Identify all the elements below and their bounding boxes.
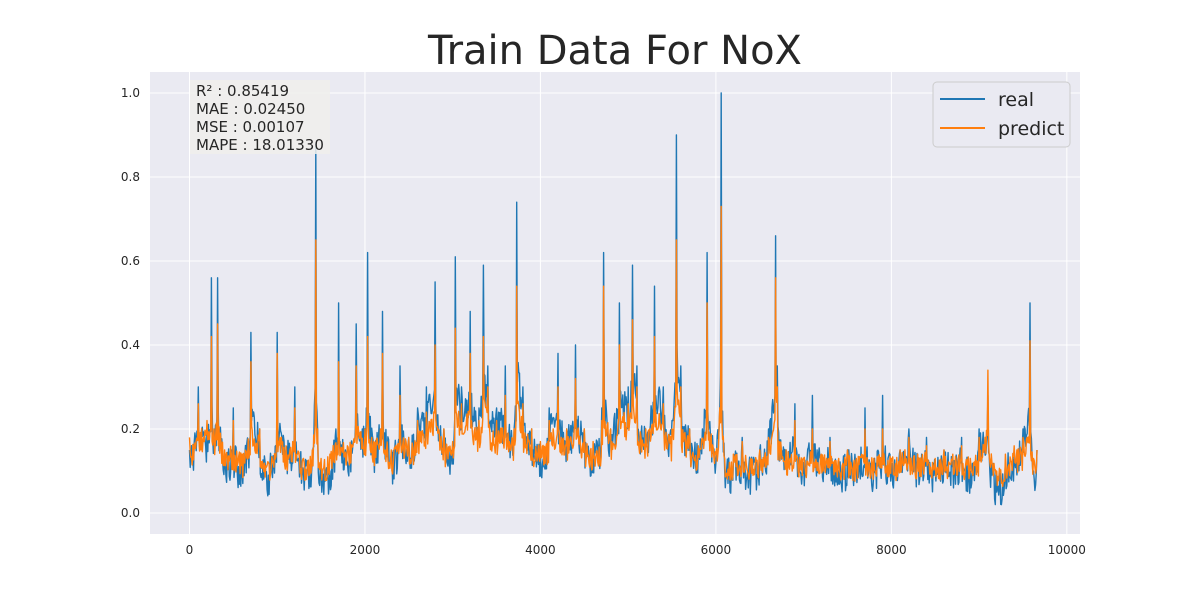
metric-mape: MAPE : 18.01330: [196, 136, 324, 154]
series-line-predict: [188, 205, 1038, 487]
x-tick-label: 0: [186, 543, 194, 557]
metrics-background: [190, 80, 330, 154]
axis-ticks: 0 2000 4000 6000 8000 10000 0.0 0.2 0.4 0.6 0.8 1.0: [121, 86, 1086, 557]
series-layer: [188, 92, 1038, 506]
chart-title: Train Data For NoX: [427, 28, 802, 74]
y-tick-label: 1.0: [121, 86, 140, 100]
legend: real predict: [932, 81, 1071, 148]
metrics-box: R² : 0.85419 MAE : 0.02450 MSE : 0.00107…: [190, 80, 330, 154]
metric-r2: R² : 0.85419: [196, 82, 289, 100]
metric-mae: MAE : 0.02450: [196, 100, 305, 118]
legend-label-predict: predict: [998, 118, 1064, 140]
y-tick-label: 0.0: [121, 506, 140, 520]
y-tick-label: 0.4: [121, 338, 140, 352]
x-tick-label: 4000: [525, 543, 556, 557]
x-tick-label: 10000: [1048, 543, 1086, 557]
y-tick-label: 0.2: [121, 422, 140, 436]
metric-mse: MSE : 0.00107: [196, 118, 305, 136]
x-tick-label: 6000: [701, 543, 732, 557]
legend-label-real: real: [998, 89, 1034, 111]
x-tick-label: 8000: [876, 543, 907, 557]
grid: [150, 72, 1080, 534]
y-tick-label: 0.8: [121, 170, 140, 184]
y-tick-label: 0.6: [121, 254, 140, 268]
x-tick-label: 2000: [350, 543, 381, 557]
